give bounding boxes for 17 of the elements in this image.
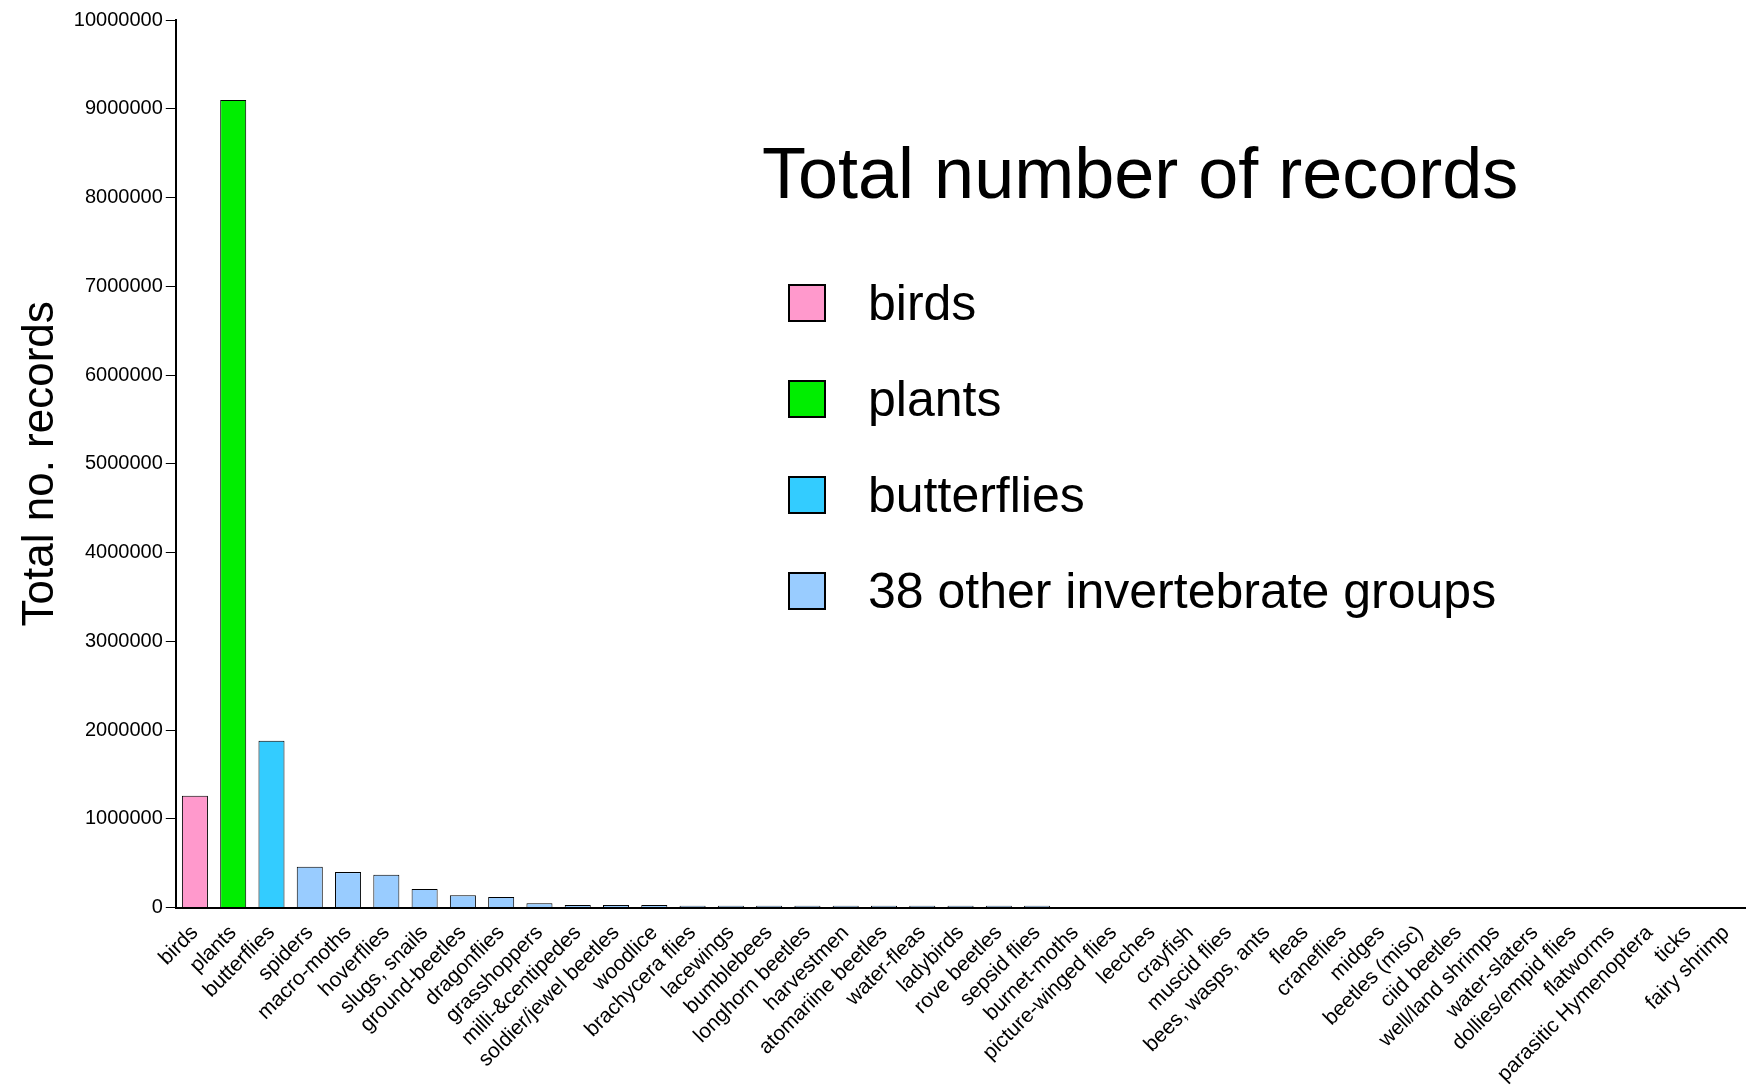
y-tick-label: 7000000 [84,273,163,296]
y-tick-label: 2000000 [84,717,163,740]
text: Total number of records [762,132,1519,214]
y-tick-label: 8000000 [84,185,163,208]
y-axis-title: Total no. records [12,301,62,627]
y-tick-label: 3000000 [84,628,163,651]
legend-label: 38 other invertebrate groups [868,562,1497,620]
y-tick-label: 10000000 [73,7,163,30]
legend-label: butterflies [868,466,1085,524]
y-tick-label: 4000000 [84,540,163,563]
y-tick-label: 1000000 [84,806,163,829]
legend-label: plants [868,370,1002,428]
y-tick-label: 6000000 [84,362,163,385]
y-tick-label: 9000000 [84,96,163,119]
y-tick-label: 5000000 [84,451,163,474]
legend-label: birds [868,274,977,332]
y-tick-label: 0 [151,895,163,918]
